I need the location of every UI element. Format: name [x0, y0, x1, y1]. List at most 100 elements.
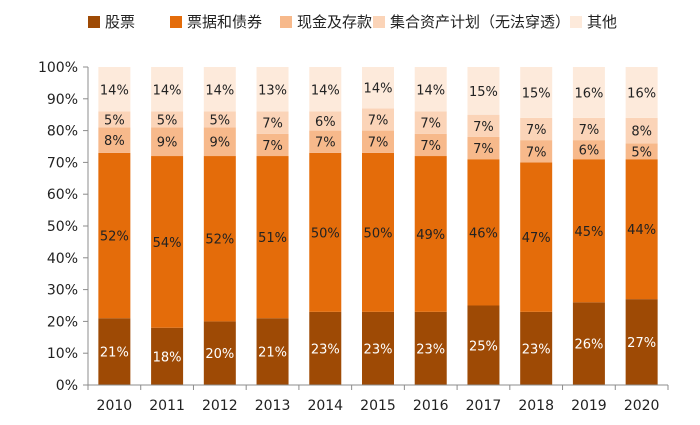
bar-group: 23% 47% 7% 7% 15%	[520, 67, 553, 385]
y-tick-label: 30%	[47, 283, 78, 299]
legend-label: 现金及存款	[297, 13, 372, 31]
x-tick-label: 2012	[202, 398, 238, 414]
bar-segment	[467, 114, 500, 137]
bar-segment	[625, 117, 658, 144]
data-label: 23%	[522, 342, 551, 357]
bar-segment	[98, 152, 131, 319]
data-label: 14%	[153, 83, 182, 98]
bar-segment	[151, 127, 184, 157]
bar-segment	[151, 67, 184, 112]
bar-segment	[151, 156, 184, 328]
bar-segment	[309, 130, 342, 153]
bar-segment	[572, 302, 605, 385]
data-label: 14%	[205, 83, 234, 98]
data-label: 27%	[627, 336, 656, 351]
bars: 21%52%8%5%14%18%54%9%5%14%20%52%9%5%14%2…	[98, 67, 658, 385]
data-label: 16%	[574, 86, 603, 101]
data-label: 25%	[469, 339, 498, 354]
legend-label: 股票	[105, 13, 135, 31]
bar-group: 27% 44% 5% 8% 16%	[625, 67, 658, 385]
x-tick-label: 2013	[255, 398, 291, 414]
data-label: 46%	[469, 226, 498, 241]
bar-segment	[625, 159, 658, 300]
data-label: 7%	[262, 139, 283, 154]
bar-segment	[309, 67, 342, 112]
bar-group: 21% 51% 7% 7% 13%	[256, 67, 289, 385]
bar-group: 23% 50% 7% 7% 14%	[362, 67, 394, 385]
data-label: 7%	[526, 123, 547, 138]
bar-segment	[625, 67, 658, 118]
bar-segment	[625, 299, 658, 385]
data-label: 6%	[315, 115, 336, 130]
x-axis: 2010 2011 2012 2013 2014 2015 2016 2017 2018 2019…	[87, 384, 669, 414]
data-label: 7%	[262, 117, 283, 132]
y-axis: 0% 10% 20% 30% 40% 50% 60% 70% 80% 90% 100%	[38, 60, 89, 394]
bar-segment	[256, 156, 289, 319]
data-label: 23%	[416, 342, 445, 357]
bar-group: 21% 52% 8% 5% 14%	[98, 67, 131, 385]
bar-segment	[414, 311, 447, 385]
data-label: 9%	[210, 136, 231, 151]
bar-group: 26% 45% 6% 7% 16%	[572, 67, 605, 385]
data-label: 8%	[104, 134, 125, 149]
legend-swatch	[373, 16, 385, 28]
x-tick-label: 2017	[466, 398, 502, 414]
bar-group: 20% 52% 9% 5% 14%	[203, 67, 236, 385]
y-tick-label: 90%	[47, 92, 78, 108]
x-tick-label: 2010	[97, 398, 133, 414]
legend-label: 票据和债券	[187, 13, 262, 31]
data-label: 18%	[153, 350, 182, 365]
bar-segment	[414, 156, 447, 312]
data-label: 44%	[627, 223, 656, 238]
bar-segment	[362, 67, 394, 109]
data-label: 8%	[631, 125, 652, 140]
bar-segment	[151, 111, 184, 128]
bar-segment	[520, 311, 553, 385]
x-tick-label: 2018	[518, 398, 554, 414]
data-label: 23%	[364, 342, 393, 357]
bar-segment	[520, 162, 553, 312]
data-label: 47%	[522, 231, 551, 246]
bar-group: 23% 50% 7% 6% 14%	[309, 67, 342, 385]
bar-segment	[203, 156, 236, 322]
data-label: 50%	[311, 226, 340, 241]
data-label: 7%	[473, 120, 494, 135]
data-label: 54%	[153, 236, 182, 251]
bar-segment	[572, 67, 605, 118]
bar-segment	[256, 67, 289, 112]
data-label: 45%	[574, 225, 603, 240]
data-label: 7%	[368, 136, 389, 151]
data-label: 7%	[368, 113, 389, 128]
data-label: 23%	[311, 342, 340, 357]
bar-segment	[362, 311, 394, 385]
bar-segment	[414, 67, 447, 112]
bar-segment	[98, 67, 131, 112]
data-label: 5%	[631, 145, 652, 160]
data-label: 21%	[100, 346, 129, 361]
x-tick-label: 2015	[360, 398, 396, 414]
bar-segment	[256, 111, 289, 134]
legend-swatch	[170, 16, 182, 28]
x-tick-label: 2011	[149, 398, 185, 414]
bar-segment	[203, 321, 236, 385]
data-label: 6%	[579, 144, 600, 159]
legend-item: 集合资产计划（无法穿透）	[373, 13, 570, 31]
data-label: 15%	[469, 85, 498, 100]
bar-segment	[520, 117, 553, 141]
x-tick-label: 2019	[571, 398, 607, 414]
data-label: 5%	[104, 113, 125, 128]
y-tick-label: 10%	[47, 346, 78, 362]
bar-segment	[572, 117, 605, 141]
data-label: 5%	[157, 113, 178, 128]
data-label: 7%	[526, 145, 547, 160]
legend-item: 现金及存款	[280, 13, 372, 31]
data-label: 14%	[100, 83, 129, 98]
bar-segment	[256, 318, 289, 385]
bar-segment	[98, 318, 131, 385]
y-tick-label: 50%	[47, 219, 78, 235]
bar-segment	[309, 111, 342, 131]
bar-group: 18% 54% 9% 5% 14%	[151, 67, 184, 385]
y-tick-label: 80%	[47, 124, 78, 140]
bar-segment	[203, 127, 236, 157]
